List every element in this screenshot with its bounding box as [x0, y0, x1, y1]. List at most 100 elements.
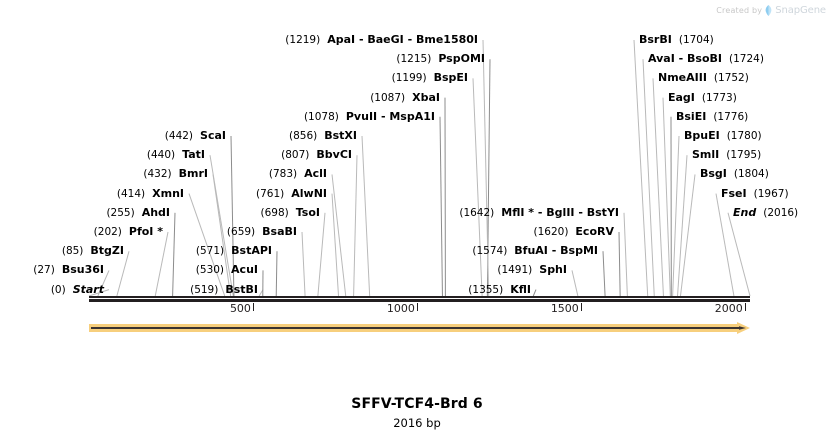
restriction-site-label: (432) BmrI	[143, 168, 208, 180]
restriction-site-label: (698) TsoI	[261, 207, 320, 219]
restriction-site-label: (1078) PvuII - MspA1I	[304, 111, 435, 123]
restriction-site-label: (440) TatI	[147, 149, 205, 161]
site-enzyme-names: BmrI	[179, 167, 208, 180]
restriction-site-label: NmeAIII (1752)	[658, 72, 749, 84]
site-enzyme-names: AvaI - BsoBI	[648, 52, 722, 65]
restriction-site-label: (1574) BfuAI - BspMI	[472, 245, 598, 257]
restriction-site-label: (659) BsaBI	[227, 226, 297, 238]
ruler-tick	[744, 303, 746, 311]
label-spacer	[722, 52, 729, 65]
site-position: (1574)	[472, 245, 508, 258]
label-spacer	[747, 187, 754, 200]
ruler-tick-label: 1000	[386, 302, 415, 315]
restriction-site-label: BpuEI (1780)	[684, 130, 762, 142]
enzyme-separator: -	[674, 52, 688, 66]
site-enzyme-names: BtgZI	[90, 244, 124, 257]
leader-line	[486, 59, 491, 297]
site-enzyme-names: BspEI	[434, 71, 468, 84]
restriction-site-label: (0) Start	[51, 284, 104, 296]
enzyme-name: PfoI	[128, 225, 154, 238]
label-spacer	[172, 167, 179, 180]
leader-line	[679, 174, 696, 297]
site-position: (414)	[116, 187, 146, 200]
leader-line	[275, 251, 278, 297]
site-position: (442)	[164, 130, 194, 142]
enzyme-name: BglII	[546, 205, 575, 219]
enzyme-name: AvaI	[648, 52, 675, 66]
site-enzyme-names: TatI	[182, 148, 205, 161]
enzyme-name: AclI	[304, 167, 327, 181]
enzyme-name: BsiEI	[676, 109, 707, 123]
site-position: (27)	[33, 264, 55, 277]
enzyme-name: SmlI	[692, 148, 720, 162]
site-enzyme-names: BsaBI	[262, 225, 297, 238]
site-enzyme-names: BbvCI	[316, 148, 352, 161]
enzyme-separator: -	[574, 205, 587, 219]
restriction-site-label: (1491) SphI	[497, 264, 567, 276]
restriction-site-label: (1620) EcoRV	[534, 226, 615, 238]
leader-line	[116, 251, 130, 297]
site-position: (761)	[256, 187, 285, 200]
watermark-brand-label: SnapGene	[775, 4, 826, 16]
ruler-tick-label: 500	[229, 302, 251, 315]
site-enzyme-names: KflI	[510, 283, 531, 296]
leader-line	[677, 155, 688, 297]
site-position: (440)	[146, 149, 176, 162]
site-position: (1078)	[303, 110, 339, 123]
site-position: (698)	[260, 206, 289, 219]
site-enzyme-names: PspOMI	[438, 52, 485, 65]
leader-line	[618, 231, 621, 297]
leader-line	[439, 116, 443, 297]
site-position: (432)	[143, 168, 172, 181]
site-enzyme-names: AhdI	[142, 206, 170, 219]
leader-line	[353, 155, 358, 297]
enzyme-name: BstYI	[586, 205, 619, 219]
leader-line	[672, 135, 680, 297]
site-position: (1752)	[713, 72, 749, 85]
enzyme-name: AcuI	[231, 263, 258, 277]
enzyme-name: XmnI	[152, 186, 184, 200]
site-enzyme-names: BsgI	[700, 167, 727, 180]
enzyme-star-marker: *	[153, 225, 163, 238]
enzyme-name: EcoRV	[575, 225, 614, 238]
enzyme-name: BaeGI	[367, 33, 404, 46]
enzyme-name: XbaI	[412, 90, 440, 104]
leader-line	[727, 212, 751, 297]
site-position: (856)	[289, 130, 318, 142]
site-enzyme-names: PfoI *	[129, 225, 163, 238]
leader-line	[172, 212, 176, 297]
backbone-bar-top	[89, 296, 750, 298]
label-spacer	[122, 225, 129, 238]
label-spacer	[66, 283, 73, 296]
orf-arrow	[89, 322, 750, 334]
restriction-site-label: (1642) MflI * - BglII - BstYI	[459, 207, 619, 219]
restriction-site-label: FseI (1967)	[721, 188, 789, 200]
enzyme-name: MflI	[501, 205, 525, 219]
enzyme-name: FseI	[721, 186, 747, 200]
leader-line	[571, 270, 579, 297]
site-position: (519)	[190, 283, 219, 296]
label-spacer	[193, 129, 200, 142]
restriction-site-label: (807) BbvCI	[281, 149, 352, 161]
site-position: (659)	[226, 226, 256, 238]
site-enzyme-names: ScaI	[200, 129, 226, 142]
label-spacer	[224, 263, 231, 276]
restriction-site-label: (442) ScaI	[165, 130, 226, 142]
site-enzyme-names: SphI	[539, 263, 567, 276]
snapgene-watermark: Created by SnapGene	[716, 3, 826, 17]
enzyme-name: Start	[72, 282, 104, 296]
restriction-site-label: (519) BstBI	[190, 284, 258, 296]
restriction-site-label: BsrBI (1704)	[639, 34, 714, 46]
site-enzyme-names: XmnI	[152, 187, 184, 200]
leader-line	[472, 78, 483, 297]
leader-line	[317, 212, 326, 297]
site-position: (1642)	[459, 206, 495, 219]
map-title: SFFV-TCF4-Brd 6	[351, 396, 483, 412]
enzyme-name: TsoI	[295, 205, 320, 219]
enzyme-name: BstAPI	[231, 244, 272, 258]
restriction-site-label: (1219) ApaI - BaeGI - Bme1580I	[285, 34, 478, 46]
enzyme-separator: -	[403, 33, 416, 46]
enzyme-separator: -	[534, 205, 547, 219]
enzyme-name: EagI	[668, 90, 695, 104]
